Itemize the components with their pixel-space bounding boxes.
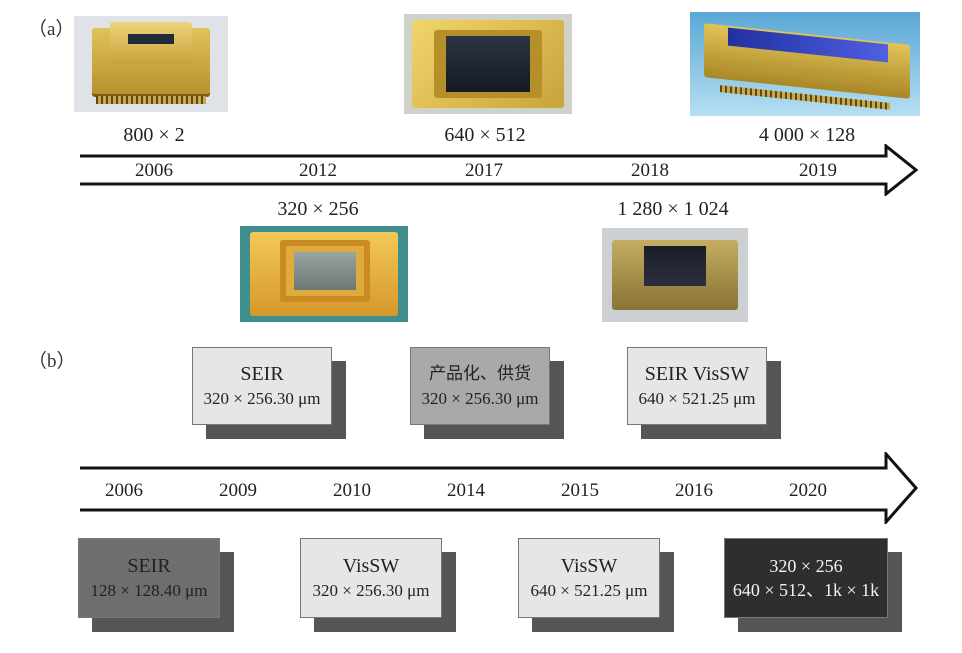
year-b-2015: 2015 bbox=[561, 480, 599, 501]
detector-photo-2019 bbox=[690, 12, 920, 116]
box-detail: 640 × 521.25 μm bbox=[530, 581, 648, 600]
box-title: 产品化、供货 bbox=[429, 364, 531, 384]
detector-photo-2018 bbox=[602, 228, 748, 322]
timeline-arrow-b bbox=[80, 452, 919, 524]
year-b-2016: 2016 bbox=[675, 480, 713, 501]
year-a-2019: 2019 bbox=[799, 160, 837, 181]
timeline-arrow-a bbox=[80, 144, 919, 196]
year-b-2006: 2006 bbox=[105, 480, 143, 501]
dims-2006: 800 × 2 bbox=[123, 124, 185, 146]
box-detail: 320 × 256.30 μm bbox=[312, 581, 430, 600]
detector-photo-2012 bbox=[240, 226, 408, 322]
box-title: 320 × 256 bbox=[769, 556, 843, 576]
detector-photo-2017 bbox=[404, 14, 572, 114]
box-seir-vissw-640: SEIR VisSW 640 × 521.25 μm bbox=[627, 347, 781, 439]
box-detail: 320 × 256.30 μm bbox=[421, 389, 539, 408]
year-a-2012: 2012 bbox=[299, 160, 337, 181]
year-b-2009: 2009 bbox=[219, 480, 257, 501]
year-a-2017: 2017 bbox=[465, 160, 503, 181]
box-detail: 640 × 521.25 μm bbox=[638, 389, 756, 408]
year-b-2020: 2020 bbox=[789, 480, 827, 501]
year-b-2010: 2010 bbox=[333, 480, 371, 501]
box-title: VisSW bbox=[342, 555, 400, 577]
box-title: VisSW bbox=[560, 555, 618, 577]
box-vissw-640: VisSW 640 × 521.25 μm bbox=[518, 538, 674, 632]
box-2020-formats: 320 × 256 640 × 512、1k × 1k bbox=[724, 538, 902, 632]
detector-photo-2006 bbox=[74, 16, 228, 112]
box-detail: 320 × 256.30 μm bbox=[203, 389, 321, 408]
year-a-2006: 2006 bbox=[135, 160, 173, 181]
panel-a-label: （a） bbox=[28, 19, 75, 40]
box-seir-320: SEIR 320 × 256.30 μm bbox=[192, 347, 346, 439]
dims-2012: 320 × 256 bbox=[277, 198, 359, 220]
box-title: SEIR VisSW bbox=[644, 363, 750, 385]
year-a-2018: 2018 bbox=[631, 160, 669, 181]
box-title: SEIR bbox=[127, 555, 171, 577]
box-detail: 128 × 128.40 μm bbox=[90, 581, 208, 600]
year-b-2014: 2014 bbox=[447, 480, 485, 501]
dims-2019: 4 000 × 128 bbox=[758, 124, 856, 146]
box-title: SEIR bbox=[240, 363, 284, 385]
box-seir-128: SEIR 128 × 128.40 μm bbox=[78, 538, 234, 632]
panel-b-label: （b） bbox=[28, 351, 76, 372]
dims-2017: 640 × 512 bbox=[444, 124, 526, 146]
box-vissw-320: VisSW 320 × 256.30 μm bbox=[300, 538, 456, 632]
box-detail: 640 × 512、1k × 1k bbox=[732, 580, 880, 600]
dims-2018: 1 280 × 1 024 bbox=[617, 198, 729, 220]
box-productization: 产品化、供货 320 × 256.30 μm bbox=[410, 347, 564, 439]
